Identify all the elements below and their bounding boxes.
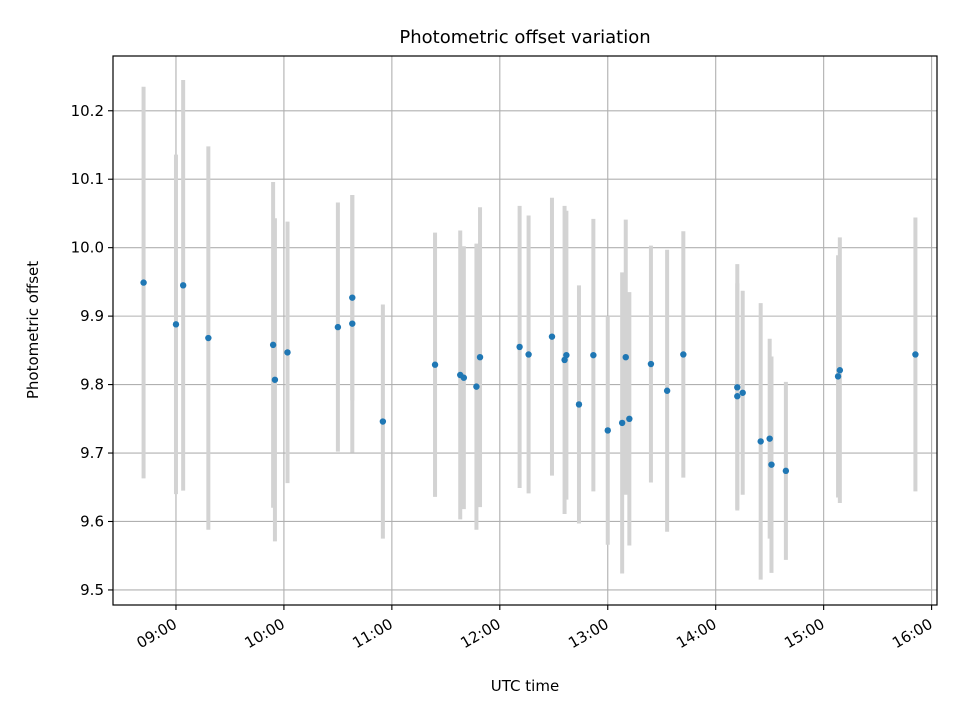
data-point [349,294,356,301]
y-tick-label: 10.1 [71,170,104,188]
data-point [604,427,611,434]
data-point [563,351,570,359]
data-point [739,389,746,396]
y-tick-label: 9.6 [80,512,104,530]
data-point [618,419,626,427]
grid [113,56,937,605]
y-axis-ticks: 9.5 9.6 9.7 9.8 9.9 10.0 10.1 10.2 [71,102,113,599]
data-point [473,383,480,390]
data-point [548,333,556,340]
data-point [680,351,687,358]
data-point [379,418,387,425]
y-tick-label: 9.8 [80,376,104,394]
y-tick-label: 9.9 [80,307,104,325]
data-point [836,367,844,374]
y-tick-label: 10.0 [71,239,104,257]
plot-area-frame [112,55,938,606]
data-point [431,361,439,368]
chart-title: Photometric offset variation [399,27,650,48]
data-point [575,401,583,408]
data-point [647,360,655,368]
data-point [271,376,279,383]
data-point [172,321,180,328]
y-axis-title: Photometric offset [24,261,42,399]
y-tick-label: 10.2 [71,102,104,120]
data-point [269,341,277,349]
data-point [460,374,468,381]
data-point [912,351,919,358]
data-point [834,373,842,380]
data-point [734,384,741,391]
data-point [663,387,671,394]
data-point [284,349,291,356]
data-point [622,353,629,361]
data-point [590,351,597,359]
data-point [476,353,484,361]
data-point [768,461,775,468]
data-point [734,393,741,400]
data-point [179,282,187,289]
data-point [516,343,523,351]
data-point [626,415,633,423]
data-points [140,279,919,475]
data-point [334,323,342,331]
data-point [782,467,790,475]
data-point [766,435,773,442]
y-tick-label: 9.7 [80,444,104,462]
data-point [349,320,356,327]
data-point [525,351,532,358]
data-point [140,279,147,286]
y-tick-label: 9.5 [80,581,104,599]
data-point [757,438,764,445]
data-point [205,334,212,342]
x-axis-title: UTC time [491,677,559,695]
